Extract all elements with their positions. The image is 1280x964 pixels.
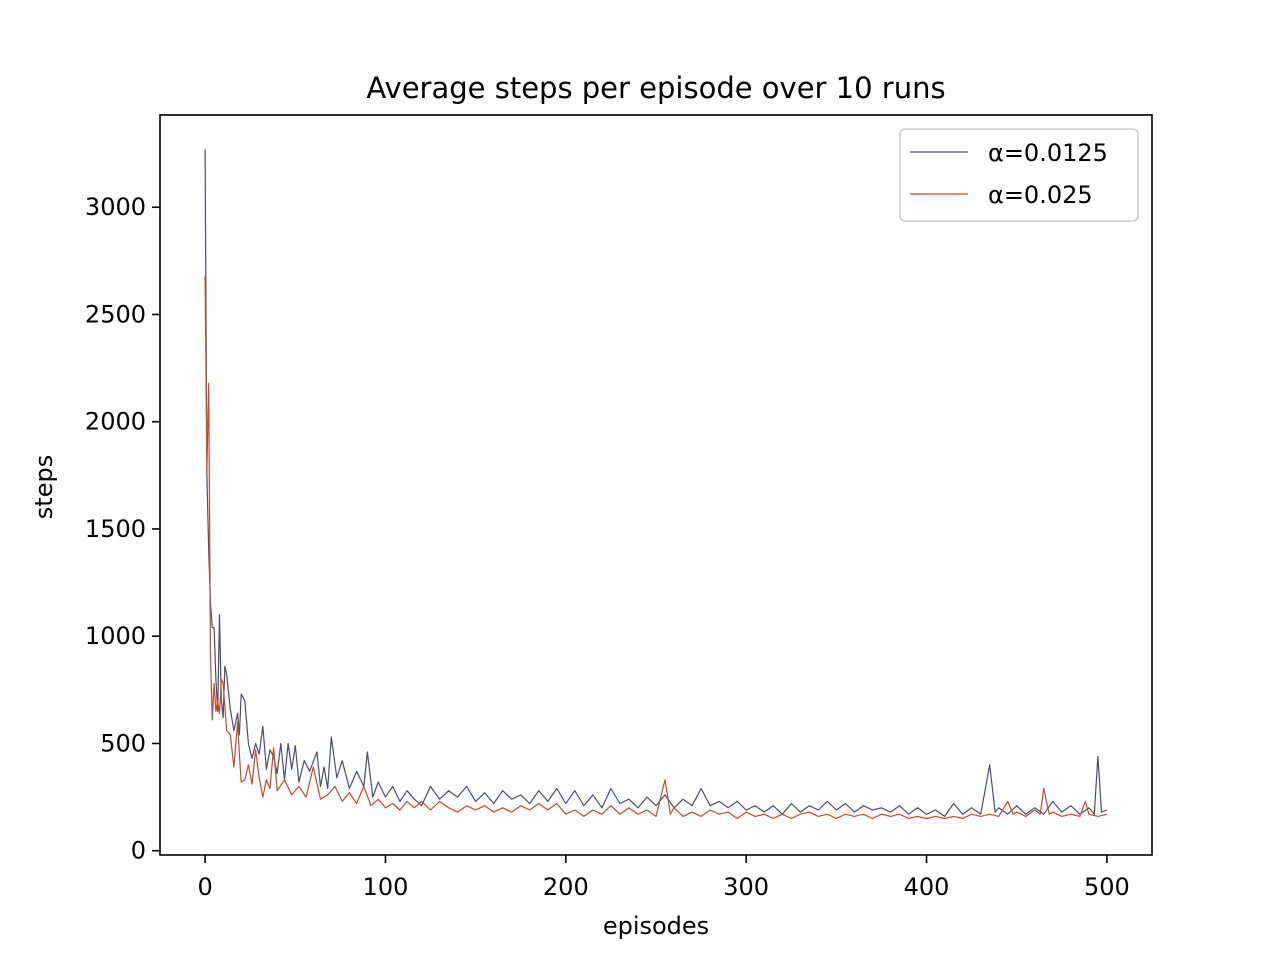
y-tick-label: 2500 — [85, 300, 146, 328]
y-tick-label: 1500 — [85, 515, 146, 543]
x-tick-label: 100 — [363, 873, 409, 901]
x-tick-label: 300 — [723, 873, 769, 901]
plot-frame — [159, 114, 1153, 856]
legend-label-alpha-025: α=0.025 — [988, 181, 1093, 209]
series-line-alpha-0125 — [204, 149, 1108, 817]
y-axis: 0 500 1000 1500 2000 2500 3000 — [85, 193, 160, 865]
x-tick-label: 200 — [543, 873, 589, 901]
series-line-alpha-025 — [204, 275, 1108, 820]
y-tick-label: 2000 — [85, 408, 146, 436]
x-axis: 0 100 200 300 400 500 — [197, 855, 1130, 901]
legend-label-alpha-0125: α=0.0125 — [988, 139, 1108, 167]
x-tick-label: 400 — [904, 873, 950, 901]
y-tick-label: 500 — [100, 729, 146, 757]
y-tick-label: 3000 — [85, 193, 146, 221]
y-axis-label: steps — [30, 455, 58, 519]
legend: α=0.0125 α=0.025 — [899, 128, 1139, 222]
chart-title: Average steps per episode over 10 runs — [366, 71, 945, 105]
y-tick-label: 0 — [131, 837, 146, 865]
x-axis-label: episodes — [603, 912, 709, 940]
plot-series — [204, 149, 1108, 820]
y-tick-label: 1000 — [85, 622, 146, 650]
x-tick-label: 500 — [1084, 873, 1130, 901]
x-tick-label: 0 — [197, 873, 212, 901]
